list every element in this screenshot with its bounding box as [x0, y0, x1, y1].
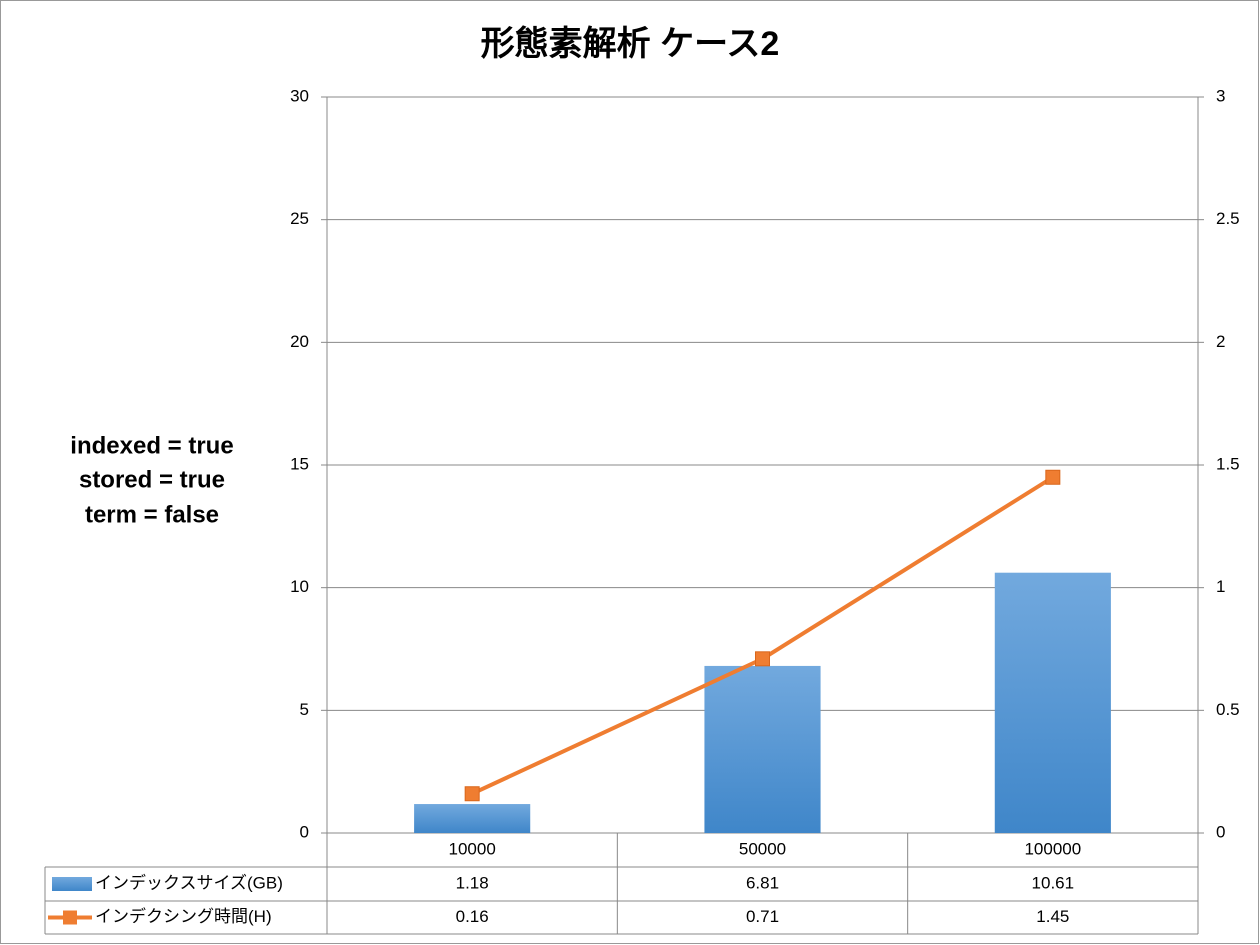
chart-title: 形態素解析 ケース2	[481, 25, 780, 63]
line-marker	[464, 786, 480, 802]
legend-key	[63, 910, 77, 925]
y2-tick-label: 0	[1216, 822, 1225, 841]
table-value: 1.18	[456, 873, 489, 892]
table-value: 6.81	[746, 873, 779, 892]
y2-tick-label: 0.5	[1216, 700, 1240, 719]
annotation: stored = true	[79, 466, 225, 493]
table-value: 10.61	[1032, 873, 1075, 892]
table-value: 1.45	[1036, 907, 1069, 926]
legend-label: インデクシング時間(H)	[95, 906, 272, 926]
table-value: 0.71	[746, 907, 779, 926]
y-tick-label: 30	[290, 86, 309, 105]
annotation: term = false	[85, 501, 219, 528]
x-tick-label: 100000	[1024, 839, 1081, 858]
y2-tick-label: 3	[1216, 86, 1225, 105]
bar	[414, 804, 531, 833]
legend-label: インデックスサイズ(GB)	[95, 872, 283, 892]
y-tick-label: 20	[290, 332, 309, 351]
bar	[994, 572, 1111, 833]
bar	[704, 665, 821, 833]
y2-tick-label: 1.5	[1216, 454, 1240, 473]
y-tick-label: 25	[290, 209, 309, 228]
y-tick-label: 0	[300, 822, 309, 841]
y2-tick-label: 1	[1216, 577, 1225, 596]
y-tick-label: 5	[300, 700, 309, 719]
y2-tick-label: 2.5	[1216, 209, 1240, 228]
legend-key	[52, 877, 92, 891]
x-tick-label: 50000	[739, 839, 786, 858]
y-tick-label: 15	[290, 454, 309, 473]
line-marker	[755, 651, 770, 667]
y2-tick-label: 2	[1216, 332, 1225, 351]
table-value: 0.16	[456, 907, 489, 926]
x-tick-label: 10000	[449, 839, 496, 858]
line-marker	[1045, 469, 1061, 485]
annotation: indexed = true	[70, 432, 233, 459]
y-tick-label: 10	[290, 577, 309, 596]
